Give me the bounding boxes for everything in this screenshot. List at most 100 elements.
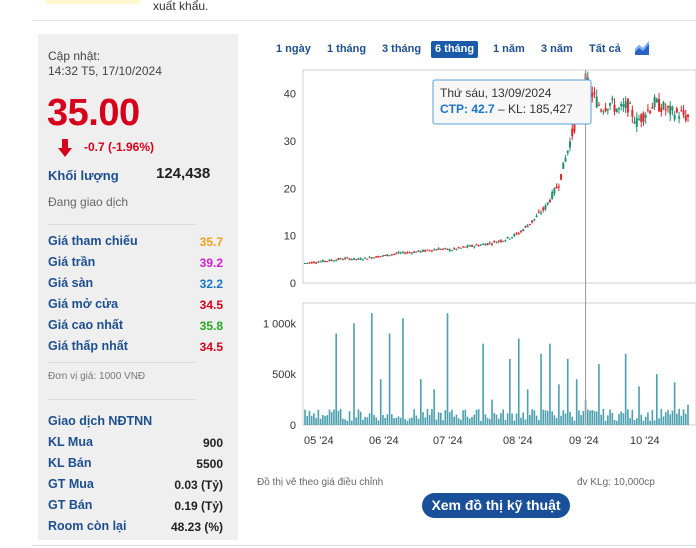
candle-body: [439, 248, 442, 250]
volume-bar: [627, 409, 629, 425]
candle-body: [462, 246, 465, 248]
candle-body: [655, 98, 658, 103]
volume-bar: [524, 419, 527, 425]
price-row-label: Giá cao nhất: [48, 318, 124, 332]
volume-bar: [551, 411, 553, 425]
tab-period[interactable]: 3 năm: [541, 43, 573, 55]
volume-bar: [529, 414, 531, 425]
volume-bar: [520, 417, 522, 425]
volume-bar: [600, 414, 602, 425]
volume-bar: [366, 417, 369, 425]
volume-bar: [368, 413, 371, 425]
volume-bar: [460, 419, 462, 425]
tab-period[interactable]: 6 tháng: [431, 41, 479, 58]
candle-body: [319, 261, 322, 263]
volume-bar: [658, 418, 660, 425]
adjusted-price-note: Đồ thị vẽ theo giá điều chỉnh: [257, 477, 384, 488]
candle-body: [339, 258, 342, 260]
candle-body: [435, 249, 438, 251]
volume-bar: [477, 409, 480, 425]
tab-period[interactable]: 1 năm: [493, 43, 525, 55]
top-divider: [32, 20, 696, 21]
volume-bar: [662, 416, 665, 425]
candlestick-chart-icon[interactable]: [634, 40, 650, 56]
candle-body: [606, 109, 609, 111]
tab-period[interactable]: Tất cả: [589, 43, 621, 55]
candle-body: [675, 108, 678, 113]
volume-bar: [678, 408, 680, 425]
candle-body: [526, 225, 529, 228]
candle-body: [517, 233, 520, 235]
price-volume-chart[interactable]: 0 10 20 30 40 0 500k 1 000k 05 '24 06 '24 07 '24 08…: [250, 60, 696, 452]
volume-bar: [473, 414, 476, 425]
volume-bar: [522, 412, 525, 425]
tab-period[interactable]: 1 tháng: [327, 43, 367, 55]
foreign-row-value: 5500: [196, 457, 223, 471]
price-tooltip: Thứ sáu, 13/09/2024 CTP: 42.7 – KL: 185,4…: [432, 79, 592, 125]
candle-body: [673, 115, 676, 120]
volume-bar: [595, 411, 598, 425]
candle-body: [437, 248, 440, 250]
candle-body: [337, 258, 340, 260]
candle-body: [433, 249, 436, 251]
candle-body: [315, 262, 318, 264]
foreign-row-value: 900: [202, 436, 223, 450]
volume-bar: [353, 323, 355, 425]
volume-bar: [326, 415, 329, 425]
volume-bar: [571, 416, 574, 425]
top-note: xuất khẩu.: [0, 0, 696, 18]
tab-period[interactable]: 1 ngày: [276, 43, 311, 55]
candle-body: [595, 96, 598, 108]
volume-bar: [569, 411, 571, 425]
volume-bar: [391, 414, 393, 425]
volume-unit-note: đv KLg: 10,000cp: [577, 477, 655, 488]
volume-bar: [558, 384, 560, 425]
candle-body: [379, 256, 382, 258]
candle-body: [401, 251, 404, 253]
volume-bar: [330, 411, 333, 425]
volume-bar: [553, 415, 556, 425]
tooltip-ticker: CTP:: [440, 102, 471, 116]
candle-body: [355, 258, 358, 260]
volume-bar: [328, 409, 331, 425]
tab-period[interactable]: 3 tháng: [382, 43, 422, 55]
volume-bar: [613, 420, 616, 425]
volume-bar: [453, 416, 455, 425]
candle-body: [611, 98, 614, 101]
candle-body: [535, 215, 538, 218]
candle-body: [417, 250, 420, 252]
candle-body: [464, 246, 467, 248]
candle-body: [511, 237, 514, 239]
volume-bar: [486, 417, 489, 425]
candle-body: [495, 242, 498, 244]
candle-body: [542, 207, 545, 211]
volume-bar: [475, 409, 478, 425]
candle-body: [644, 115, 647, 118]
foreign-row-value: 0.03 (Tỷ): [174, 478, 223, 492]
volume-bar: [566, 358, 569, 425]
volume-bar: [578, 410, 580, 425]
price-row-value: 34.5: [199, 340, 223, 354]
tooltip-date: Thứ sáu, 13/09/2024: [440, 86, 552, 100]
updated-label: Cập nhật:: [48, 49, 101, 63]
candle-body: [370, 257, 373, 259]
candle-body: [533, 218, 536, 220]
candle-body: [513, 234, 516, 237]
candle-body: [375, 256, 378, 258]
foreign-row-value: 0.19 (Tỷ): [174, 499, 223, 513]
volume-bar: [468, 418, 471, 425]
tooltip-box: [432, 79, 592, 125]
volume-value: 124,438: [156, 165, 211, 182]
volume-bar: [306, 416, 309, 425]
volume-bar: [649, 420, 651, 425]
candle-body: [508, 238, 511, 240]
price-tick-label: 20: [284, 183, 296, 195]
candle-body: [499, 240, 502, 242]
candle-body: [388, 255, 391, 257]
foreign-row-label: GT Mua: [48, 477, 94, 491]
candle-body: [446, 248, 449, 250]
volume-bar: [511, 413, 513, 425]
technical-chart-button[interactable]: Xem đồ thị kỹ thuật: [422, 493, 570, 518]
candle-body: [573, 123, 576, 132]
volume-bar: [667, 409, 669, 425]
